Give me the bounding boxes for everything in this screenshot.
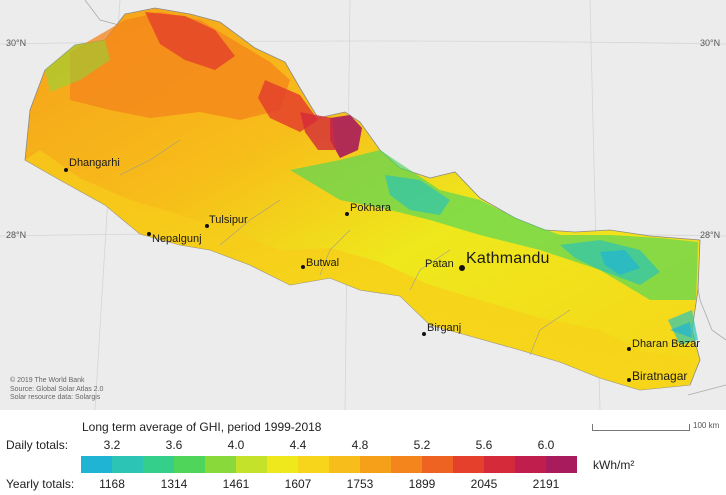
legend-swatch: [298, 456, 329, 473]
legend-swatch: [422, 456, 453, 473]
daily-totals-label: Daily totals:: [6, 438, 69, 452]
city-kathmandu: Kathmandu: [466, 250, 550, 267]
daily-tick-label: 4.4: [289, 438, 307, 452]
legend-colorbar: [81, 456, 577, 473]
legend-swatch: [205, 456, 236, 473]
attribution-line-2: Source: Global Solar Atlas 2.0: [10, 385, 104, 393]
yearly-tick-label: 2191: [532, 477, 560, 491]
yearly-tick-label: 1168: [99, 477, 125, 491]
lat-label-30-left: 30°N: [6, 38, 27, 48]
scale-bar-label: 100 km: [693, 421, 720, 430]
daily-tick-label: 3.2: [103, 438, 121, 452]
daily-tick-label: 4.8: [351, 438, 369, 452]
city-pokhara: Pokhara: [350, 202, 391, 214]
teal-ridges: [385, 175, 698, 345]
legend-swatch: [81, 456, 112, 473]
yearly-tick-label: 1314: [160, 477, 188, 491]
legend-swatch: [360, 456, 391, 473]
yearly-tick-label: 1461: [222, 477, 250, 491]
cyan-ridges: [600, 250, 692, 338]
legend-swatch: [143, 456, 174, 473]
legend-swatch: [267, 456, 298, 473]
attribution-line-3: Solar resource data: Solargis: [10, 394, 101, 401]
attribution-line-1: © 2019 The World Bank: [10, 377, 85, 384]
northwest-highlands: [70, 12, 290, 120]
tulsipur-marker: [205, 224, 209, 228]
lat-label-28-left: 28°N: [6, 230, 27, 240]
pokhara-marker: [345, 212, 349, 216]
legend-swatch: [112, 456, 143, 473]
legend-swatch: [484, 456, 515, 473]
butwal-marker: [301, 265, 305, 269]
kathmandu-marker: [459, 265, 465, 271]
legend-swatch: [329, 456, 360, 473]
daily-tick-label: 4.0: [227, 438, 245, 452]
city-dharan-bazar: Dharan Bazar: [632, 338, 700, 350]
city-nepalgunj: Nepalgunj: [152, 233, 202, 245]
city-birganj: Birganj: [427, 322, 462, 334]
solar-map: 30°N 30°N 28°N 28°N Dhangarhi Tulsipur N…: [0, 0, 726, 410]
yearly-tick-label: 1753: [346, 477, 374, 491]
legend-title: Long term average of GHI, period 1999-20…: [82, 420, 322, 434]
daily-tick-label: 5.2: [413, 438, 431, 452]
max-ghi-peak: [330, 115, 362, 158]
legend-swatch: [236, 456, 267, 473]
green-north-edge: [45, 40, 110, 92]
map-attribution: © 2019 The World Bank Source: Global Sol…: [10, 377, 103, 403]
city-tulsipur: Tulsipur: [209, 214, 248, 226]
yearly-tick-label: 2045: [470, 477, 498, 491]
daily-tick-label: 3.6: [165, 438, 183, 452]
legend-swatch: [174, 456, 205, 473]
nepalgunj-marker: [147, 232, 151, 236]
high-ghi-core: [145, 12, 235, 70]
yearly-tick-label: 1607: [284, 477, 312, 491]
dhangarhi-marker: [64, 168, 68, 172]
daily-tick-label: 5.6: [475, 438, 493, 452]
city-biratnagar: Biratnagar: [632, 369, 688, 383]
daily-tick-label: 6.0: [537, 438, 555, 452]
dharan-bazar-marker: [627, 347, 631, 351]
province-borders: [119, 139, 571, 356]
city-dhangarhi: Dhangarhi: [69, 157, 120, 169]
city-patan: Patan: [425, 258, 454, 270]
max-ghi-peak-2: [300, 112, 335, 150]
legend-swatch: [546, 456, 577, 473]
city-butwal: Butwal: [306, 257, 340, 269]
legend-swatch: [453, 456, 484, 473]
legend-swatch: [391, 456, 422, 473]
lat-label-30-right: 30°N: [700, 38, 721, 48]
scale-bar: [592, 424, 690, 431]
legend-swatch: [515, 456, 546, 473]
legend-unit: kWh/m²: [593, 458, 635, 472]
lat-label-28-right: 28°N: [700, 230, 721, 240]
yearly-tick-label: 1899: [408, 477, 436, 491]
terai-band: [25, 150, 690, 390]
map-canvas: [0, 0, 726, 410]
yearly-totals-label: Yearly totals:: [6, 477, 75, 491]
biratnagar-marker: [627, 378, 631, 382]
birganj-marker: [422, 332, 426, 336]
